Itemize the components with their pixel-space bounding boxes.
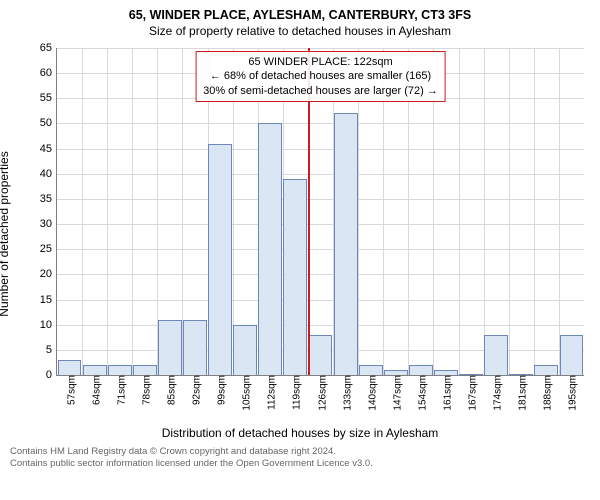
- histogram-bar: [283, 179, 307, 375]
- xtick-label: 105sqm: [238, 375, 253, 411]
- xtick-label: 57sqm: [62, 375, 77, 405]
- xtick-label: 174sqm: [489, 375, 504, 411]
- histogram-bar: [158, 320, 182, 375]
- ytick-label: 20: [40, 268, 57, 280]
- annotation-line: ← 68% of detached houses are smaller (16…: [203, 69, 438, 83]
- gridline-h: [57, 274, 584, 275]
- chart-title: 65, WINDER PLACE, AYLESHAM, CANTERBURY, …: [10, 8, 590, 22]
- gridline-h: [57, 224, 584, 225]
- histogram-bar: [233, 325, 257, 375]
- ytick-label: 50: [40, 117, 57, 129]
- x-axis-label: Distribution of detached houses by size …: [10, 426, 590, 440]
- xtick-label: 99sqm: [213, 375, 228, 405]
- ytick-label: 0: [46, 369, 57, 381]
- histogram-bar: [560, 335, 584, 375]
- ytick-label: 60: [40, 67, 57, 79]
- histogram-bar: [258, 123, 282, 375]
- xtick-label: 140sqm: [363, 375, 378, 411]
- histogram-bar: [183, 320, 207, 375]
- ytick-label: 30: [40, 218, 57, 230]
- xtick-label: 181sqm: [514, 375, 529, 411]
- histogram-bar: [409, 365, 433, 375]
- histogram-bar: [484, 335, 508, 375]
- gridline-h: [57, 300, 584, 301]
- ytick-label: 55: [40, 92, 57, 104]
- gridline-h: [57, 174, 584, 175]
- ytick-label: 25: [40, 243, 57, 255]
- gridline-h: [57, 199, 584, 200]
- xtick-label: 154sqm: [413, 375, 428, 411]
- xtick-label: 161sqm: [438, 375, 453, 411]
- chart-container: 65, WINDER PLACE, AYLESHAM, CANTERBURY, …: [0, 0, 600, 500]
- histogram-bar: [133, 365, 157, 375]
- xtick-label: 119sqm: [288, 375, 303, 410]
- gridline-v: [132, 48, 133, 375]
- histogram-bar: [208, 144, 232, 375]
- xtick-label: 126sqm: [313, 375, 328, 411]
- ytick-label: 35: [40, 193, 57, 205]
- plot-surface: 0510152025303540455055606557sqm64sqm71sq…: [56, 48, 584, 376]
- plot-region: Number of detached properties 0510152025…: [10, 44, 590, 424]
- ytick-label: 45: [40, 143, 57, 155]
- y-axis-label: Number of detached properties: [0, 151, 11, 316]
- histogram-bar: [108, 365, 132, 375]
- gridline-v: [509, 48, 510, 375]
- histogram-bar: [534, 365, 558, 375]
- ytick-label: 40: [40, 168, 57, 180]
- histogram-bar: [309, 335, 333, 375]
- xtick-label: 188sqm: [539, 375, 554, 411]
- gridline-h: [57, 325, 584, 326]
- xtick-label: 133sqm: [338, 375, 353, 411]
- ytick-label: 65: [40, 42, 57, 54]
- gridline-v: [559, 48, 560, 375]
- gridline-v: [534, 48, 535, 375]
- footer-line-2: Contains public sector information licen…: [10, 458, 590, 470]
- ytick-label: 5: [46, 344, 57, 356]
- annotation-line: 30% of semi-detached houses are larger (…: [203, 84, 438, 98]
- chart-subtitle: Size of property relative to detached ho…: [10, 24, 590, 38]
- footer-line-1: Contains HM Land Registry data © Crown c…: [10, 446, 590, 458]
- xtick-label: 78sqm: [137, 375, 152, 405]
- footer: Contains HM Land Registry data © Crown c…: [10, 446, 590, 471]
- xtick-label: 85sqm: [162, 375, 177, 405]
- xtick-label: 92sqm: [188, 375, 203, 405]
- xtick-label: 167sqm: [464, 375, 479, 411]
- gridline-v: [82, 48, 83, 375]
- gridline-v: [107, 48, 108, 375]
- xtick-label: 71sqm: [112, 375, 127, 405]
- xtick-label: 112sqm: [263, 375, 278, 410]
- gridline-h: [57, 123, 584, 124]
- gridline-v: [484, 48, 485, 375]
- annotation-box: 65 WINDER PLACE: 122sqm← 68% of detached…: [195, 51, 446, 102]
- chart-area: 0510152025303540455055606557sqm64sqm71sq…: [56, 48, 584, 376]
- xtick-label: 147sqm: [388, 375, 403, 411]
- annotation-line: 65 WINDER PLACE: 122sqm: [203, 55, 438, 69]
- histogram-bar: [83, 365, 107, 375]
- histogram-bar: [334, 113, 358, 375]
- gridline-h: [57, 149, 584, 150]
- ytick-label: 15: [40, 294, 57, 306]
- histogram-bar: [58, 360, 82, 375]
- gridline-h: [57, 48, 584, 49]
- xtick-label: 64sqm: [87, 375, 102, 405]
- gridline-h: [57, 249, 584, 250]
- xtick-label: 195sqm: [564, 375, 579, 411]
- ytick-label: 10: [40, 319, 57, 331]
- gridline-v: [459, 48, 460, 375]
- histogram-bar: [359, 365, 383, 375]
